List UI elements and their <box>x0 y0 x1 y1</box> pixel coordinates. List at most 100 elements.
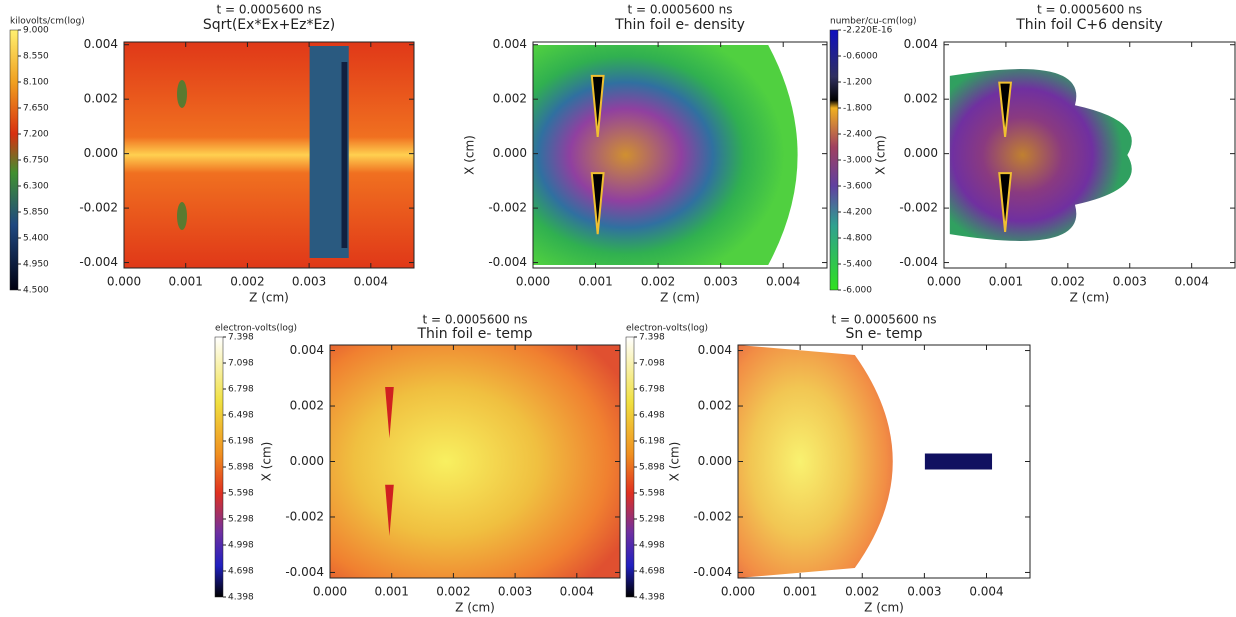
colorbar-tick-label: 4.500 <box>23 286 49 296</box>
colorbar-tick-label: 7.098 <box>639 359 665 369</box>
colorbar-tick-label: 5.598 <box>228 489 254 499</box>
colorbar-tick-label: 7.650 <box>23 104 49 114</box>
field-image <box>533 45 798 265</box>
x-axis-label: Z (cm) <box>455 601 495 615</box>
field-image <box>950 69 1132 241</box>
y-axis-label: X (cm) <box>668 442 682 482</box>
colorbar-tick-label: 6.498 <box>639 411 665 421</box>
x-tick-label: 0.001 <box>375 585 409 599</box>
x-tick-label: 0.003 <box>292 275 326 289</box>
colorbar-tick-label: 4.998 <box>639 541 665 551</box>
x-tick-label: 0.002 <box>845 585 879 599</box>
x-axis-label: Z (cm) <box>864 601 904 615</box>
colorbar-tick-label: 9.000 <box>23 26 49 36</box>
y-tick-label: 0.000 <box>493 146 527 160</box>
colorbar-tick-label: -2.400 <box>843 130 872 140</box>
colorbar-tick-label: 6.300 <box>23 182 49 192</box>
colorbar-tick-label: -3.000 <box>843 156 872 166</box>
y-tick-label: 0.000 <box>84 146 118 160</box>
x-tick-label: 0.000 <box>516 275 550 289</box>
y-tick-label: -0.002 <box>285 509 324 523</box>
colorbar <box>626 337 634 597</box>
colorbar-tick-label: 4.698 <box>639 567 665 577</box>
y-tick-label: 0.002 <box>698 399 732 413</box>
field-image <box>124 42 414 268</box>
y-tick-label: 0.004 <box>904 37 938 51</box>
y-tick-label: -0.002 <box>899 201 938 215</box>
y-axis-label: X (cm) <box>874 135 888 175</box>
field-blob <box>533 45 798 265</box>
x-tick-label: 0.003 <box>907 585 941 599</box>
colorbar-tick-label: -4.200 <box>843 208 872 218</box>
colorbar <box>10 30 18 290</box>
y-tick-label: 0.004 <box>84 37 118 51</box>
colorbar-tick-label: 6.798 <box>639 385 665 395</box>
colorbar-tick-label: 7.200 <box>23 130 49 140</box>
y-tick-label: -0.002 <box>693 509 732 523</box>
field-blob <box>950 69 1132 241</box>
time-label: t = 0.0005600 ns <box>423 313 528 327</box>
colorbar-tick-label: 8.100 <box>23 78 49 88</box>
colorbar-tick-label: -6.000 <box>843 286 872 296</box>
colorbar-tick-label: 4.698 <box>228 567 254 577</box>
colorbar <box>215 337 223 597</box>
x-tick-label: 0.000 <box>107 275 141 289</box>
y-tick-label: 0.002 <box>290 399 324 413</box>
colorbar-tick-label: -4.800 <box>843 234 872 244</box>
colorbar-tick-label: 5.298 <box>639 515 665 525</box>
y-axis-label: X (cm) <box>463 135 477 175</box>
colorbar-tick-label: 7.398 <box>639 333 665 343</box>
y-tick-label: 0.002 <box>493 92 527 106</box>
colorbar-tick-label: -1.800 <box>843 104 872 114</box>
colorbar-tick-label: 4.398 <box>639 593 665 603</box>
y-tick-label: 0.004 <box>698 343 732 357</box>
x-tick-label: 0.000 <box>721 585 755 599</box>
field-image <box>330 345 620 578</box>
y-axis-label: X (cm) <box>260 442 274 482</box>
time-label: t = 0.0005600 ns <box>1037 3 1142 17</box>
y-tick-label: 0.002 <box>904 92 938 106</box>
x-tick-label: 0.001 <box>783 585 817 599</box>
y-tick-label: -0.004 <box>488 255 527 269</box>
panel-title: Thin foil e- density <box>614 17 745 33</box>
colorbar-tick-label: 5.898 <box>639 463 665 473</box>
panel-title: Thin foil e- temp <box>416 326 532 342</box>
colorbar-tick-label: 8.550 <box>23 52 49 62</box>
colorbar-tick-label: 5.898 <box>228 463 254 473</box>
x-tick-label: 0.001 <box>169 275 203 289</box>
x-tick-label: 0.003 <box>703 275 737 289</box>
x-tick-label: 0.004 <box>560 585 594 599</box>
y-tick-label: -0.002 <box>488 201 527 215</box>
field-blob <box>738 345 893 578</box>
y-tick-label: 0.000 <box>904 146 938 160</box>
y-tick-label: -0.004 <box>285 565 324 579</box>
colorbar-tick-label: 5.598 <box>639 489 665 499</box>
colorbar-tick-label: -0.6000 <box>843 52 878 62</box>
x-tick-label: 0.002 <box>230 275 264 289</box>
y-tick-label: -0.004 <box>79 255 118 269</box>
y-tick-label: 0.004 <box>493 37 527 51</box>
colorbar-tick-label: 7.398 <box>228 333 254 343</box>
x-tick-label: 0.002 <box>641 275 675 289</box>
x-axis-label: Z (cm) <box>1070 291 1110 305</box>
x-tick-label: 0.003 <box>498 585 532 599</box>
colorbar-tick-label: -3.600 <box>843 182 872 192</box>
colorbar-tick-label: -5.400 <box>843 260 872 270</box>
x-tick-label: 0.001 <box>989 275 1023 289</box>
colorbar-tick-label: -1.200 <box>843 78 872 88</box>
colorbar-tick-label: -2.220E-16 <box>843 26 893 36</box>
colorbar-tick-label: 5.850 <box>23 208 49 218</box>
y-tick-label: 0.000 <box>698 454 732 468</box>
figure: t = 0.0005600 nsSqrt(Ex*Ex+Ez*Ez)Z (cm)0… <box>0 0 1236 617</box>
colorbar-tick-label: 4.998 <box>228 541 254 551</box>
x-tick-label: 0.001 <box>578 275 612 289</box>
x-tick-label: 0.004 <box>1174 275 1208 289</box>
y-tick-label: 0.004 <box>290 343 324 357</box>
y-tick-label: -0.002 <box>79 201 118 215</box>
y-tick-label: -0.004 <box>693 565 732 579</box>
colorbar-tick-label: 6.498 <box>228 411 254 421</box>
colorbar-tick-label: 6.198 <box>228 437 254 447</box>
x-tick-label: 0.003 <box>1113 275 1147 289</box>
colorbar-tick-label: 6.750 <box>23 156 49 166</box>
time-label: t = 0.0005600 ns <box>832 313 937 327</box>
